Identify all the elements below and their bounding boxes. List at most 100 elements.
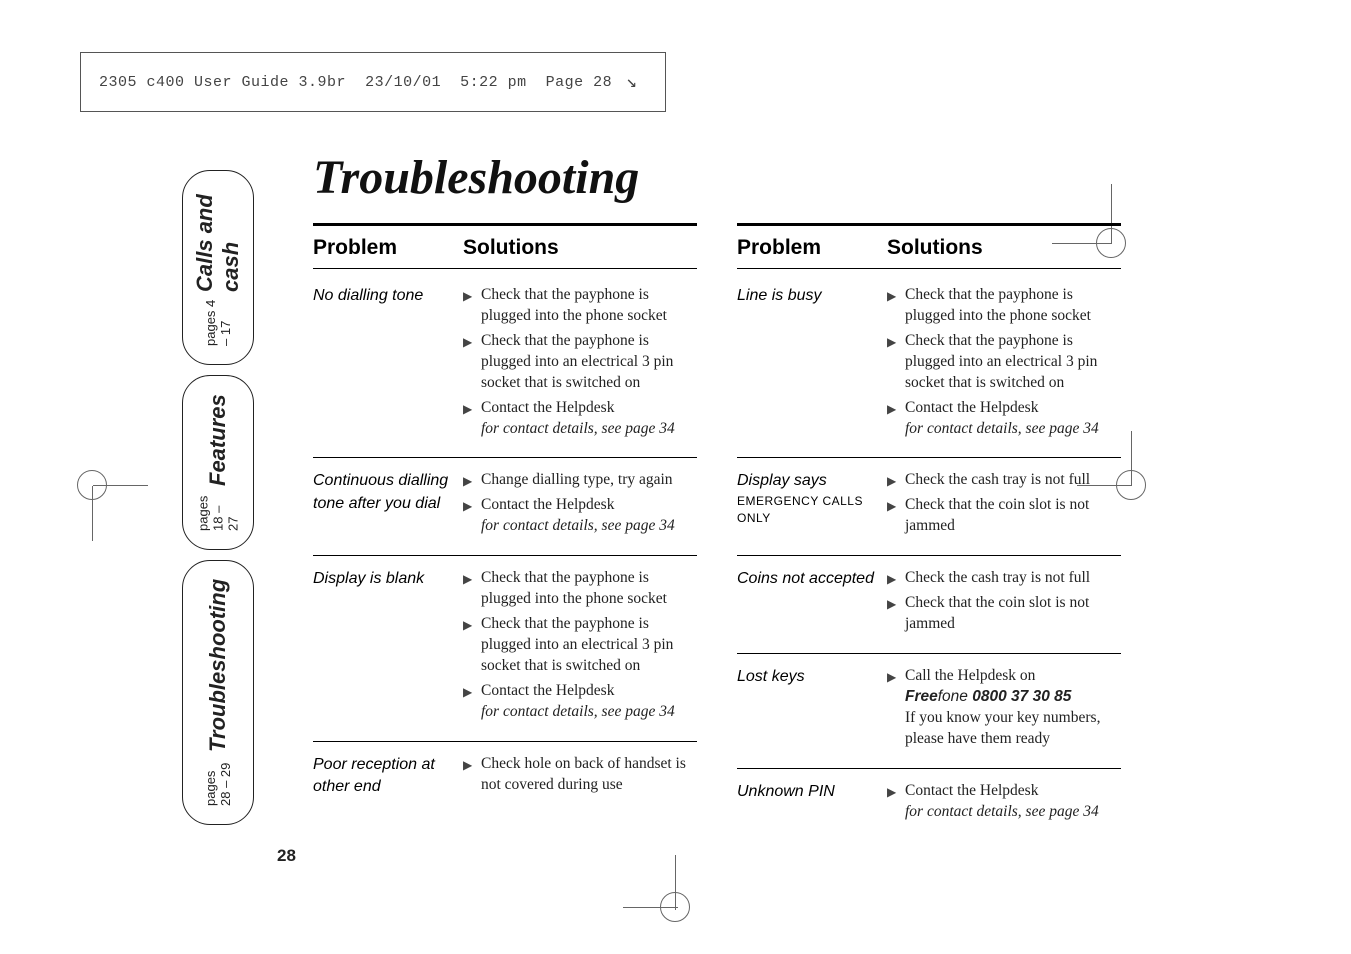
freefone-number: 0800 37 30 85 <box>972 688 1071 705</box>
tab-troubleshooting: pages 28 – 29 Troubleshooting <box>182 560 254 825</box>
crop-mark-icon <box>77 470 107 500</box>
bullet-arrow-icon: ▶ <box>463 331 481 394</box>
right-column: Problem Solutions Line is busy▶Check tha… <box>737 223 1121 841</box>
freefone-bold: Free <box>905 688 938 705</box>
solution-text: Check that the coin slot is not jammed <box>905 495 1121 537</box>
header-arrow-icon: ↘ <box>626 71 637 93</box>
freefone-line: Freefone 0800 37 30 85 <box>905 687 1121 708</box>
column-header: Problem Solutions <box>737 223 1121 269</box>
solution-text: Call the Helpdesk onFreefone 0800 37 30 … <box>905 666 1121 750</box>
bullet-arrow-icon: ▶ <box>463 754 481 796</box>
solution-text: Change dialling type, try again <box>481 470 697 491</box>
solution-text: Check that the payphone is plugged into … <box>481 331 697 394</box>
solutions-cell: ▶Check the cash tray is not full▶Check t… <box>887 568 1121 639</box>
troubleshooting-row: Display saysEMERGENCY CALLS ONLY▶Check t… <box>737 458 1121 556</box>
solutions-cell: ▶Check that the payphone is plugged into… <box>887 285 1121 443</box>
tab-title: Features <box>205 394 231 486</box>
solution-item: ▶Contact the Helpdeskfor contact details… <box>887 398 1121 440</box>
troubleshooting-row: Unknown PIN▶Contact the Helpdeskfor cont… <box>737 769 1121 841</box>
side-tabs: pages 4 – 17 Calls and cash pages 18 – 2… <box>182 170 254 825</box>
solution-item: ▶Check that the payphone is plugged into… <box>887 331 1121 394</box>
solutions-header: Solutions <box>887 236 1121 260</box>
tab-pages: pages 4 – 17 <box>203 296 233 346</box>
problem-header: Problem <box>737 236 887 260</box>
problem-cell: Coins not accepted <box>737 568 887 639</box>
bullet-arrow-icon: ▶ <box>887 470 905 491</box>
solution-item: ▶Contact the Helpdeskfor contact details… <box>463 398 697 440</box>
document-header-bar: 2305 c400 User Guide 3.9br 23/10/01 5:22… <box>80 52 666 112</box>
solution-text: Check that the payphone is plugged into … <box>481 614 697 677</box>
bullet-arrow-icon: ▶ <box>887 593 905 635</box>
solution-subtext: If you know your key numbers, please hav… <box>905 708 1121 750</box>
header-doc-name: 2305 c400 User Guide 3.9br <box>99 74 346 91</box>
solution-item: ▶Check that the coin slot is not jammed <box>887 593 1121 635</box>
header-date: 23/10/01 <box>365 74 441 91</box>
page-number: 28 <box>277 846 296 866</box>
bullet-arrow-icon: ▶ <box>887 331 905 394</box>
solution-text: Check the cash tray is not full <box>905 568 1121 589</box>
solutions-cell: ▶Check that the payphone is plugged into… <box>463 285 697 443</box>
troubleshooting-row: Line is busy▶Check that the payphone is … <box>737 273 1121 458</box>
solution-item: ▶Check the cash tray is not full <box>887 470 1121 491</box>
solution-text: Check that the payphone is plugged into … <box>905 331 1121 394</box>
problem-cell: Line is busy <box>737 285 887 443</box>
solution-subtext-italic: for contact details, see page 34 <box>481 516 697 537</box>
freefone-light: fone <box>938 688 972 705</box>
solutions-cell: ▶Contact the Helpdeskfor contact details… <box>887 781 1121 827</box>
troubleshooting-row: No dialling tone▶Check that the payphone… <box>313 273 697 458</box>
solution-item: ▶Check that the payphone is plugged into… <box>463 614 697 677</box>
solution-item: ▶Check hole on back of handset is not co… <box>463 754 697 796</box>
solution-item: ▶Check that the payphone is plugged into… <box>463 331 697 394</box>
bullet-arrow-icon: ▶ <box>463 495 481 537</box>
troubleshooting-row: Poor reception at other end▶Check hole o… <box>313 742 697 814</box>
solution-item: ▶Check that the payphone is plugged into… <box>887 285 1121 327</box>
solution-item: ▶Check that the payphone is plugged into… <box>463 285 697 327</box>
solutions-cell: ▶Check the cash tray is not full▶Check t… <box>887 470 1121 541</box>
solutions-cell: ▶Check that the payphone is plugged into… <box>463 568 697 726</box>
tab-features: pages 18 – 27 Features <box>182 375 254 550</box>
solution-text: Contact the Helpdeskfor contact details,… <box>481 398 697 440</box>
solutions-cell: ▶Call the Helpdesk onFreefone 0800 37 30… <box>887 666 1121 754</box>
troubleshooting-row: Continuous dialling tone after you dial▶… <box>313 458 697 556</box>
troubleshooting-row: Coins not accepted▶Check the cash tray i… <box>737 556 1121 654</box>
solutions-cell: ▶Change dialling type, try again ▶Contact… <box>463 470 697 541</box>
solution-item: ▶Check the cash tray is not full <box>887 568 1121 589</box>
tab-title: Calls and cash <box>192 189 244 292</box>
bullet-arrow-icon: ▶ <box>887 495 905 537</box>
bullet-arrow-icon: ▶ <box>887 285 905 327</box>
solution-text: Check the cash tray is not full <box>905 470 1121 491</box>
solution-item: ▶Contact the Helpdeskfor contact details… <box>463 681 697 723</box>
solution-item: ▶Contact the Helpdeskfor contact details… <box>887 781 1121 823</box>
solution-subtext-italic: for contact details, see page 34 <box>905 419 1121 440</box>
solution-subtext-italic: for contact details, see page 34 <box>905 802 1121 823</box>
left-column: Problem Solutions No dialling tone▶Check… <box>313 223 697 841</box>
problem-cell: Unknown PIN <box>737 781 887 827</box>
tab-calls-and-cash: pages 4 – 17 Calls and cash <box>182 170 254 365</box>
solution-text: Check that the payphone is plugged into … <box>905 285 1121 327</box>
column-header: Problem Solutions <box>313 223 697 269</box>
solution-subtext-italic: for contact details, see page 34 <box>481 419 697 440</box>
solution-item: ▶Check that the payphone is plugged into… <box>463 568 697 610</box>
problem-cell: Continuous dialling tone after you dial <box>313 470 463 541</box>
troubleshooting-row: Lost keys▶Call the Helpdesk onFreefone 0… <box>737 654 1121 769</box>
solution-item: ▶Contact the Helpdeskfor contact details… <box>463 495 697 537</box>
solution-text: Check hole on back of handset is not cov… <box>481 754 697 796</box>
problem-cell: No dialling tone <box>313 285 463 443</box>
crop-mark-icon <box>660 892 690 922</box>
bullet-arrow-icon: ▶ <box>463 398 481 440</box>
bullet-arrow-icon: ▶ <box>887 781 905 823</box>
solution-text: Check that the coin slot is not jammed <box>905 593 1121 635</box>
tab-pages: pages 18 – 27 <box>196 490 241 531</box>
bullet-arrow-icon: ▶ <box>463 681 481 723</box>
bullet-arrow-icon: ▶ <box>463 568 481 610</box>
solution-text: Contact the Helpdeskfor contact details,… <box>905 781 1121 823</box>
solution-item: ▶Change dialling type, try again <box>463 470 697 491</box>
tab-pages: pages 28 – 29 <box>203 756 233 806</box>
troubleshooting-row: Display is blank▶Check that the payphone… <box>313 556 697 741</box>
page-title: Troubleshooting <box>313 150 1121 205</box>
problem-cell: Poor reception at other end <box>313 754 463 800</box>
problem-cell: Display is blank <box>313 568 463 726</box>
bullet-arrow-icon: ▶ <box>887 666 905 750</box>
bullet-arrow-icon: ▶ <box>463 614 481 677</box>
solution-item: ▶Check that the coin slot is not jammed <box>887 495 1121 537</box>
